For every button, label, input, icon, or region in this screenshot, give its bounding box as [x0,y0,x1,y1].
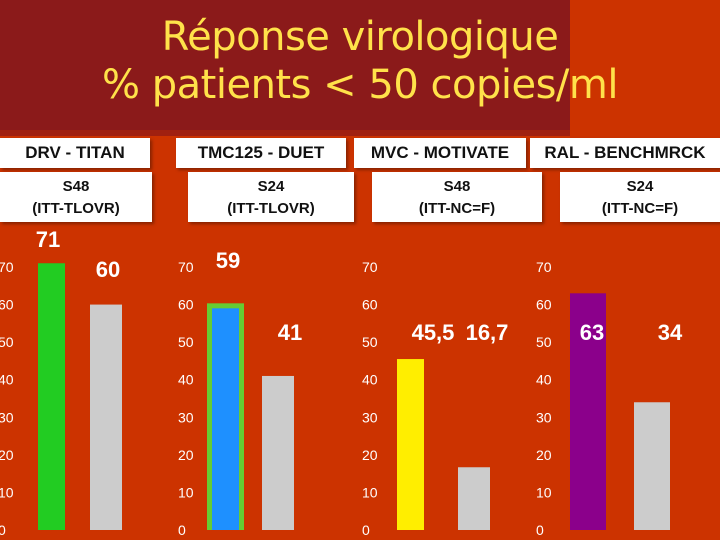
y-tick-label: 60 [362,297,378,313]
week-label: S24 [626,178,654,195]
bar-2 [634,402,670,530]
week-box-drv: S48 (ITT-TLOVR) [0,172,152,222]
study-label-ral: RAL - BENCHMRCK [530,138,720,168]
y-tick-label: 10 [0,484,14,500]
y-tick-label: 50 [178,334,194,350]
y-tick-label: 20 [536,447,552,463]
y-tick-label: 0 [362,522,370,538]
y-tick-label: 70 [0,259,14,275]
data-label: 16,7 [466,320,509,345]
slide-title-line-2: % patients < 50 copies/ml [102,62,618,108]
study-label-mvc: MVC - MOTIVATE [354,138,526,168]
bar-2 [262,375,294,530]
y-tick-label: 50 [536,334,552,350]
study-label-tmc125: TMC125 - DUET [176,138,346,168]
bar-2 [458,467,490,530]
population-label: (ITT-NC=F) [601,200,679,217]
data-label: 71 [36,227,60,252]
data-label: 63 [580,320,604,345]
week-box-mvc: S48 (ITT-NC=F) [372,172,542,222]
y-tick-label: 40 [178,372,194,388]
y-tick-label: 10 [536,484,552,500]
bar-1 [397,359,424,530]
y-tick-label: 70 [362,259,378,275]
chart-panel-3: 0 10 20 30 40 50 60 70 45,5 16,7 [362,259,508,538]
bar-2 [90,304,122,530]
data-label: 60 [96,257,120,282]
population-label: (ITT-NC=F) [418,200,496,217]
bar-1 [570,293,606,530]
bar-1 [38,263,65,530]
population-label: (ITT-TLOVR) [32,200,120,217]
y-tick-label: 70 [536,259,552,275]
y-tick-label: 20 [178,447,194,463]
y-tick-label: 10 [362,484,378,500]
chart-panel-4: 0 10 20 30 40 50 60 70 63 34 [536,259,683,538]
y-tick-label: 30 [536,409,552,425]
y-tick-label: 40 [0,372,14,388]
y-tick-label: 30 [362,409,378,425]
data-label: 59 [216,248,240,273]
y-tick-label: 30 [0,409,14,425]
y-tick-label: 60 [178,297,194,313]
week-label: S48 [62,178,90,195]
y-tick-label: 20 [0,447,14,463]
chart-panel-1: 0 10 20 30 40 50 60 70 71 60 [0,227,122,538]
week-box-tmc125: S24 (ITT-TLOVR) [188,172,354,222]
chart-panel-2: 0 10 20 30 40 50 60 70 59 41 [178,248,302,538]
title-background [0,0,570,130]
y-tick-label: 50 [362,334,378,350]
bar-1 [212,308,239,530]
y-tick-label: 40 [536,372,552,388]
y-tick-label: 60 [0,297,14,313]
y-tick-label: 30 [178,409,194,425]
title-shadow [0,130,570,136]
slide-title-line-1: Réponse virologique [161,14,559,60]
y-tick-label: 0 [536,522,544,538]
data-label: 41 [278,320,302,345]
data-label: 34 [658,320,683,345]
y-tick-label: 0 [0,522,6,538]
data-label: 45,5 [412,320,455,345]
y-tick-label: 60 [536,297,552,313]
population-label: (ITT-TLOVR) [227,200,315,217]
week-box-ral: S24 (ITT-NC=F) [560,172,720,222]
y-tick-label: 40 [362,372,378,388]
study-label-drv: DRV - TITAN [0,138,150,168]
y-tick-label: 10 [178,484,194,500]
week-label: S48 [443,178,471,195]
y-tick-label: 70 [178,259,194,275]
week-label: S24 [257,178,285,195]
y-tick-label: 0 [178,522,186,538]
y-tick-label: 50 [0,334,14,350]
y-tick-label: 20 [362,447,378,463]
